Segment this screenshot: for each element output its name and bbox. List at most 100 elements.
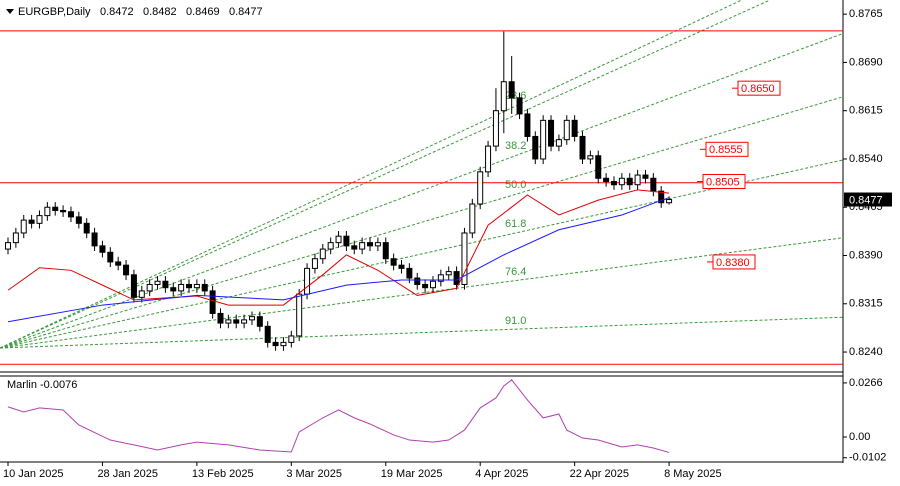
fan-label: 23.6 — [505, 90, 526, 102]
candle-body — [296, 293, 303, 337]
candle-body — [658, 190, 665, 204]
candle-body — [477, 171, 484, 205]
fan-line — [0, 237, 844, 349]
candle-body — [162, 280, 169, 289]
indicator-line — [7, 379, 670, 453]
y-tick-label: 0.8765 — [849, 8, 883, 20]
candle-body — [532, 135, 539, 160]
candle-body — [367, 242, 374, 247]
fan-label: 61.8 — [505, 218, 526, 230]
candle-body — [610, 180, 617, 186]
y-tick-label: 0.8315 — [849, 298, 883, 310]
candle-body — [453, 271, 460, 285]
candle-body — [107, 251, 114, 263]
candle-body — [83, 222, 90, 234]
price-tag-box — [705, 141, 749, 157]
candle-body — [130, 274, 137, 298]
candle-body — [595, 155, 602, 179]
candle-body — [186, 283, 193, 289]
candle-body — [406, 267, 413, 279]
x-tick-label: 22 Apr 2025 — [570, 468, 629, 480]
chart-title: EURGBP,Daily — [18, 6, 91, 18]
ohlc-close: 0.8477 — [229, 6, 263, 18]
candle-body — [343, 235, 350, 247]
candle-body — [170, 287, 177, 292]
candle-body — [414, 277, 421, 285]
y-tick-label: 0.8390 — [849, 249, 883, 261]
candle-body — [555, 139, 562, 147]
y-tick-label: 0.00 — [849, 431, 870, 443]
candle-body — [123, 264, 130, 276]
candle-body — [374, 242, 381, 247]
candle-body — [146, 283, 153, 292]
x-tick-label: 4 Apr 2025 — [475, 468, 528, 480]
price-tag: 0.8650 — [741, 83, 775, 95]
candle-body — [422, 283, 429, 289]
candle-body — [563, 119, 570, 141]
candle-body — [5, 242, 11, 250]
candle-body — [75, 216, 82, 224]
candle-body — [241, 319, 248, 324]
x-tick-label: 13 Feb 2025 — [192, 468, 254, 480]
candle-body — [319, 248, 326, 260]
fan-line — [0, 96, 844, 349]
fan-line — [0, 0, 743, 349]
candle-body — [115, 261, 122, 266]
candle-body — [256, 316, 263, 327]
candle-body — [516, 97, 523, 115]
menu-arrow — [6, 9, 14, 14]
candle-body — [272, 341, 279, 347]
ohlc-high: 0.8482 — [143, 6, 177, 18]
candle-body — [445, 271, 452, 276]
candle-body — [217, 312, 224, 324]
x-tick-label: 19 Mar 2025 — [381, 468, 443, 480]
x-tick-label: 3 Mar 2025 — [286, 468, 342, 480]
fan-label: 38.2 — [505, 140, 526, 152]
candle-body — [138, 290, 145, 298]
candle-body — [20, 219, 27, 234]
fan-label: 76.4 — [505, 266, 526, 278]
candle-body — [327, 242, 334, 250]
moving-average — [7, 197, 670, 323]
moving-average — [7, 189, 670, 306]
candle-body — [311, 258, 318, 269]
y-tick-label: 0.8540 — [849, 153, 883, 165]
candle-body — [508, 81, 515, 99]
indicator-title: Marlin -0.0076 — [7, 379, 77, 391]
fan-label: 50.0 — [505, 179, 526, 191]
fan-label: 91.0 — [505, 315, 526, 327]
candle-body — [548, 119, 555, 147]
y-tick-label: 0.8240 — [849, 346, 883, 358]
price-tag: 0.8380 — [716, 257, 750, 269]
candle-body — [351, 245, 358, 250]
candle-body — [603, 177, 610, 182]
candle-body — [571, 119, 578, 137]
candle-body — [99, 245, 106, 253]
candle-body — [36, 215, 43, 224]
candle-body — [500, 81, 507, 112]
candle-body — [650, 177, 657, 192]
candle-body — [60, 209, 67, 213]
price-tag-box — [712, 254, 756, 270]
current-price-box — [844, 192, 892, 207]
ohlc-open: 0.8472 — [100, 6, 134, 18]
candle-body — [492, 110, 499, 147]
candle-body — [429, 280, 436, 289]
candle-body — [579, 135, 586, 160]
y-tick-label: 0.8690 — [849, 56, 883, 68]
candle-body — [524, 113, 531, 137]
candle-body — [193, 283, 200, 289]
candle-body — [91, 232, 98, 247]
candle-body — [398, 264, 405, 269]
price-tag-box — [737, 80, 781, 96]
candle-body — [233, 319, 240, 324]
candle-body — [485, 145, 492, 173]
candle-body — [437, 274, 444, 282]
candle-body — [225, 319, 232, 324]
x-tick-label: 28 Jan 2025 — [97, 468, 158, 480]
candle-body — [304, 267, 311, 295]
candle-body — [587, 155, 594, 160]
ohlc-low: 0.8469 — [186, 6, 220, 18]
